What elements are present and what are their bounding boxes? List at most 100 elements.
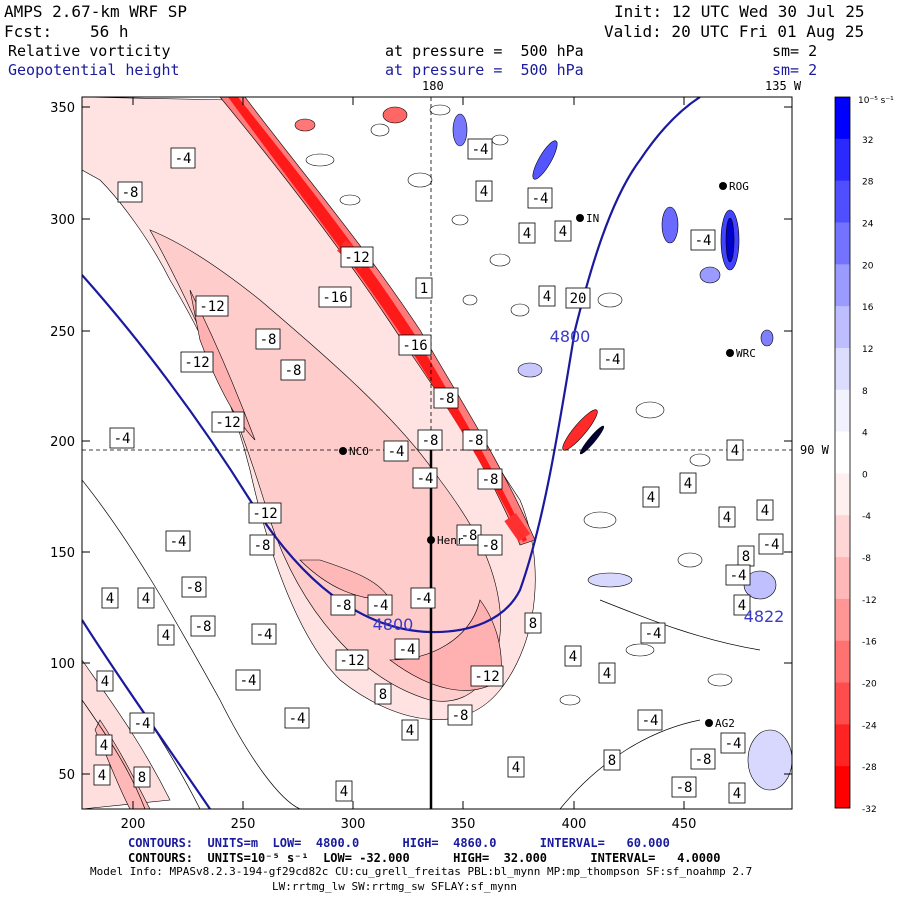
contour-label: -4 [642, 713, 659, 729]
colorbar-swatch [835, 682, 850, 725]
colorbar-label: 12 [862, 345, 873, 355]
colorbar: 32 28 24 20 16 12 8 4 0 -4 -8 -12 -16 -20 -24 -28 -32 10⁻… [834, 96, 894, 815]
contour-label: -12 [184, 355, 209, 371]
contour-label-box [726, 439, 744, 461]
height-contour-label: 4800 [373, 615, 414, 634]
colorbar-frame [834, 96, 851, 809]
field-vorticity-title: Relative vorticity [8, 42, 171, 60]
contour-label-box [109, 427, 135, 449]
contour-label: 4 [569, 649, 577, 665]
contour-label-box [251, 623, 277, 645]
contour-label-box [690, 229, 716, 251]
contour-label: -8 [335, 598, 352, 614]
y-tick-label: 50 [58, 768, 75, 783]
contour-label: 4 [761, 503, 769, 519]
contour-label-box [235, 669, 261, 691]
contour-label-box [330, 594, 356, 616]
contour-label: -8 [482, 538, 499, 554]
contour-label-box [725, 564, 751, 586]
colorbar-swatch [835, 180, 850, 223]
contour-label-box [133, 766, 151, 788]
contour-label: -4 [695, 233, 712, 249]
contour-label-box [599, 348, 625, 370]
colorbar-label: 32 [862, 136, 873, 146]
contour-labels: -4-8-12-16-8-12 -8-12-4-4-8 -8-12-16-8-4 -8… [93, 138, 784, 804]
colorbar-swatch [835, 306, 850, 349]
contour-label-box [415, 277, 433, 299]
y-tick-label: 250 [50, 325, 75, 340]
colorbar-label: -8 [862, 554, 871, 564]
contour-label-box [524, 612, 542, 634]
y-tick-label: 200 [50, 435, 75, 450]
y-axis: 350 300 250 200 150 100 50 [50, 101, 792, 783]
colorbar-swatch [835, 640, 850, 684]
contour-label: -16 [402, 338, 427, 354]
contour-label: 4 [738, 598, 746, 614]
contour-label: 4 [406, 723, 414, 739]
colorbar-label: 16 [862, 303, 874, 313]
contour-label: -4 [114, 431, 131, 447]
contour-label: -12 [252, 506, 277, 522]
contour-label-box [756, 499, 774, 521]
contour-label: -4 [472, 142, 489, 158]
y-tick-label: 350 [50, 101, 75, 116]
contour-label-box [249, 534, 275, 556]
contour-label-box [398, 334, 432, 356]
contour-label-box [157, 624, 175, 646]
station-label: ROG [729, 180, 749, 193]
contour-label-box [565, 287, 591, 309]
contour-label: -8 [195, 619, 212, 635]
height-labels: 4800 4800 4822 [373, 327, 785, 634]
contour-label: -16 [322, 290, 347, 306]
colorbar-swatch [835, 766, 850, 809]
contour-label-box [720, 732, 746, 754]
contour-label: -8 [285, 363, 302, 379]
colorbar-label: -4 [862, 512, 871, 522]
contour-label: -4 [725, 736, 742, 752]
contour-label: 4 [512, 760, 520, 776]
contour-label: 8 [529, 616, 537, 632]
contour-label: -4 [645, 626, 662, 642]
height-contour-4800 [82, 97, 701, 634]
valid-time: Valid: 20 UTC Fri 01 Aug 25 [604, 22, 865, 41]
contour-label: -8 [452, 708, 469, 724]
colorbar-swatch [835, 515, 850, 558]
contour-label-box [477, 534, 503, 556]
contour-label-box [758, 533, 784, 555]
colorbar-label: -12 [862, 596, 877, 606]
contour-label: -8 [254, 538, 271, 554]
colorbar-label: 24 [862, 219, 874, 229]
contour-label-box [410, 587, 436, 609]
contour-label: 4 [162, 628, 170, 644]
contour-label: -8 [461, 528, 478, 544]
contour-label: 4 [603, 666, 611, 682]
contour-label-box [718, 506, 736, 528]
station-label: WRC [736, 347, 756, 360]
contour-label: -12 [215, 415, 240, 431]
station-dot [705, 719, 713, 727]
contour-label-box [93, 764, 111, 786]
contour-label-box [477, 468, 503, 490]
contour-label-box [554, 220, 572, 242]
pressure-level-1: at pressure = 500 hPa [385, 42, 584, 60]
colorbar-swatch [835, 431, 850, 474]
contour-label: 1 [420, 281, 428, 297]
colorbar-swatch [835, 347, 850, 391]
contour-label-box [335, 780, 353, 802]
contour-label: -4 [604, 352, 621, 368]
station-markers: NCO Henr ROG IN WRC AG2 [339, 180, 756, 730]
x-tick-label: 400 [562, 817, 587, 832]
contour-label-box [507, 756, 525, 778]
colorbar-swatch [835, 138, 850, 182]
colorbar-label: 4 [862, 429, 868, 439]
contour-label: -4 [763, 537, 780, 553]
map-field [82, 97, 792, 809]
contour-label-box [637, 709, 663, 731]
y-tick-label: 150 [50, 546, 75, 561]
contour-label: 4 [723, 510, 731, 526]
contour-label: -8 [695, 752, 712, 768]
station-label: AG2 [715, 717, 735, 730]
colorbar-label: -28 [862, 763, 877, 773]
colorbar-swatch [835, 389, 850, 433]
station-dot [576, 214, 584, 222]
